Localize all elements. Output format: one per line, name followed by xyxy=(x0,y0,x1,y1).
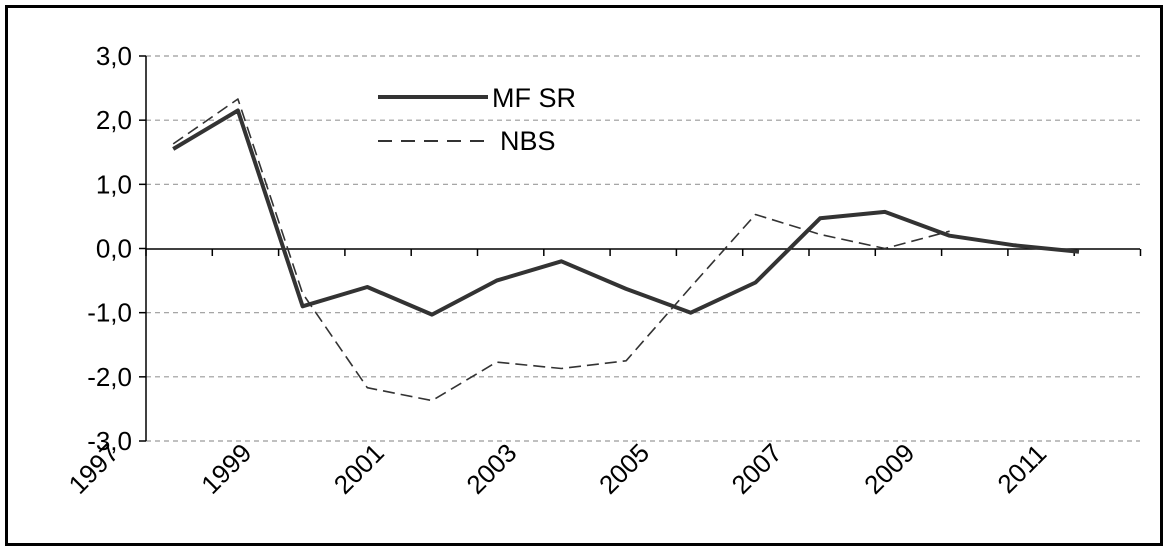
legend-label-nbs: NBS xyxy=(500,126,556,156)
y-tick-label: -3,0 xyxy=(87,426,132,456)
y-tick-label: -1,0 xyxy=(87,298,132,328)
x-tick-label: 2001 xyxy=(328,438,390,500)
legend-label-mf-sr: MF SR xyxy=(492,83,576,113)
gridlines xyxy=(146,55,1140,442)
x-tick-label: 2005 xyxy=(593,438,655,500)
series-line-nbs xyxy=(172,98,950,402)
y-tick-labels: 3,0 2,0 1,0 0,0 -1,0 -2,0 -3,0 xyxy=(87,41,132,456)
x-tick-label: 2007 xyxy=(726,438,788,500)
x-tick-label: 2003 xyxy=(460,438,522,500)
x-tick-label: 2009 xyxy=(858,438,920,500)
x-tick-label: 1999 xyxy=(195,438,257,500)
axes xyxy=(139,55,1142,442)
y-tick-label: 3,0 xyxy=(96,41,132,71)
legend: MF SR NBS xyxy=(378,83,576,156)
y-tick-label: 2,0 xyxy=(96,105,132,135)
chart-frame xyxy=(5,5,1163,546)
y-tick-label: -2,0 xyxy=(87,362,132,392)
x-tick-labels: 1997 1999 2001 2003 2005 2007 2009 2011 xyxy=(63,438,1053,500)
series-line-mf-sr xyxy=(172,108,1080,317)
y-tick-label: 0,0 xyxy=(96,234,132,264)
x-tick-label: 2011 xyxy=(991,438,1052,499)
y-tick-label: 1,0 xyxy=(96,169,132,199)
series-lines xyxy=(172,98,1080,402)
